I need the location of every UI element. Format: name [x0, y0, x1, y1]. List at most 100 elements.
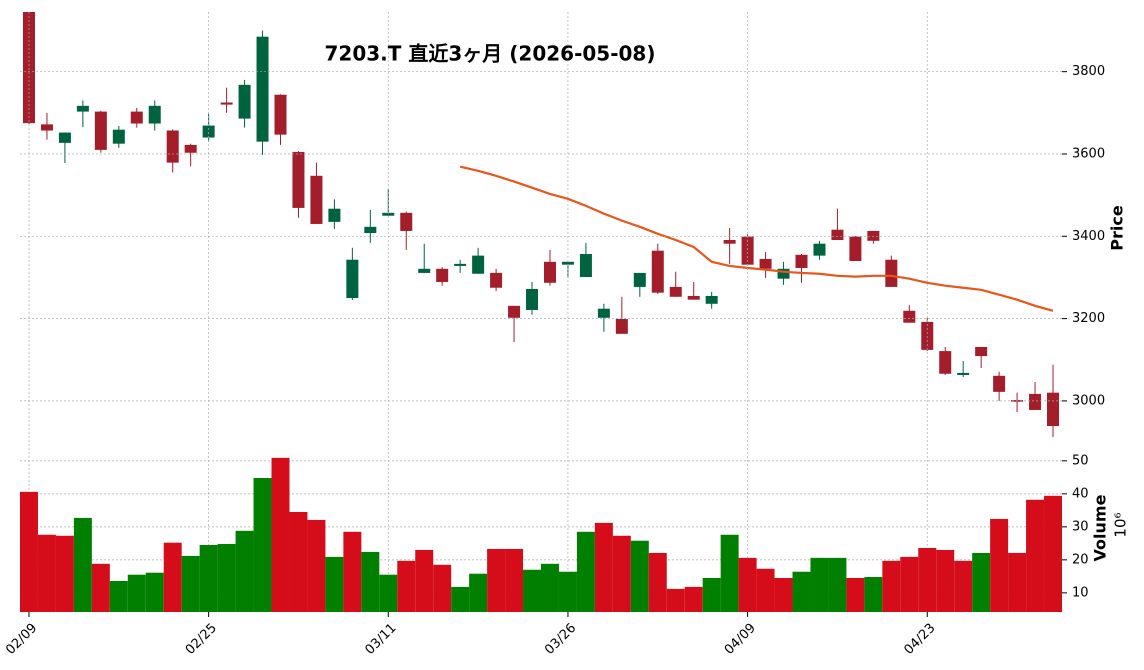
candle-body: [903, 310, 916, 323]
candle-body: [777, 268, 790, 279]
volume-bar: [145, 572, 164, 612]
candle-body: [669, 286, 682, 297]
y-tick-label: 3600: [1072, 146, 1105, 161]
volume-axis-label: Volume: [1091, 494, 1110, 561]
candle-body: [58, 132, 71, 143]
candle-body: [76, 105, 89, 112]
volume-bar: [505, 548, 524, 612]
y-tick-label: 20: [1072, 552, 1089, 567]
volume-bar: [936, 549, 955, 612]
volume-bar: [271, 457, 290, 612]
candle-body: [526, 288, 539, 310]
candle-body: [112, 129, 125, 144]
candle-body: [1029, 393, 1042, 410]
y-tick-label: 3800: [1072, 64, 1105, 79]
volume-bar: [109, 580, 128, 612]
volume-bar: [630, 540, 649, 612]
candle-body: [795, 254, 808, 268]
candle-body: [490, 272, 503, 288]
y-tick-label: 10: [1072, 585, 1089, 600]
candle-body: [687, 295, 700, 300]
candle-body: [633, 272, 646, 287]
volume-bar: [738, 557, 757, 612]
volume-bar: [163, 542, 182, 612]
candle-body: [508, 305, 521, 318]
volume-bar: [900, 556, 919, 612]
volume-bar: [523, 569, 541, 612]
volume-bar: [792, 571, 811, 612]
candle-body: [238, 84, 251, 119]
volume-bar: [307, 519, 326, 612]
volume-bar: [20, 491, 38, 612]
volume-bar: [181, 555, 200, 612]
volume-bar: [541, 563, 559, 612]
candle-body: [561, 261, 574, 265]
volume-bar: [55, 535, 74, 612]
candle-body: [256, 36, 269, 142]
volume-bar: [289, 511, 308, 612]
volume-bar: [918, 547, 937, 612]
candle-body: [346, 259, 359, 299]
volume-bar: [397, 560, 416, 612]
candle-body: [885, 259, 898, 287]
candle-body: [382, 212, 395, 216]
candle-body: [436, 268, 449, 282]
candle-body: [220, 102, 233, 105]
volume-bar: [558, 571, 577, 612]
x-tick-label: 04/09: [722, 621, 759, 658]
candle-body: [148, 105, 161, 124]
x-tick-label: 03/11: [362, 621, 399, 658]
y-tick-label: 3000: [1072, 393, 1105, 408]
volume-bar: [199, 545, 218, 612]
volume-bar: [433, 564, 452, 612]
volume-bar: [702, 578, 721, 612]
chart-title: 7203.T 直近3ヶ月 (2026-05-08): [325, 42, 656, 66]
volume-bar: [594, 522, 613, 612]
volume-bar: [648, 552, 667, 612]
volume-bar: [1044, 495, 1062, 612]
volume-bar: [73, 517, 92, 612]
volume-bar: [361, 551, 380, 612]
y-tick-label: 40: [1072, 486, 1089, 501]
candle-body: [975, 346, 988, 357]
price-panel: [22, 12, 1060, 438]
candle-body: [615, 319, 628, 334]
candle-body: [328, 208, 341, 222]
volume-bar: [990, 518, 1009, 612]
candle-body: [543, 261, 556, 283]
volume-bar: [415, 549, 434, 612]
volume-exponent: 10⁶: [1112, 512, 1130, 537]
candle-body: [849, 236, 862, 261]
volume-bar: [451, 586, 470, 612]
y-tick-label: 30: [1072, 519, 1089, 534]
y-tick-label: 3200: [1072, 311, 1105, 326]
candle-body: [705, 295, 718, 304]
candle-body: [40, 124, 53, 131]
volume-bar: [810, 557, 829, 612]
y-tick-label: 3400: [1072, 229, 1105, 244]
volume-bar: [846, 578, 865, 612]
candle-body: [130, 111, 143, 124]
candle-body: [921, 321, 934, 350]
candle-body: [202, 125, 215, 138]
volume-bar: [666, 588, 685, 612]
candle-body: [472, 255, 485, 274]
volume-bar: [756, 568, 775, 612]
candle-body: [759, 258, 772, 269]
moving-average: [459, 165, 1054, 312]
volume-bar: [882, 560, 901, 612]
candle-body: [867, 230, 880, 241]
candle-body: [184, 144, 197, 153]
volume-bar: [720, 534, 739, 612]
candle-body: [418, 268, 431, 273]
volume-bar: [684, 586, 703, 612]
x-tick-label: 02/09: [3, 621, 40, 658]
volume-bar: [576, 531, 595, 612]
candle-body: [1047, 392, 1060, 427]
candle-body: [651, 250, 664, 293]
volume-bar: [828, 557, 847, 612]
candle-body: [831, 229, 844, 240]
volume-bar: [612, 535, 631, 612]
volume-bar: [37, 534, 56, 612]
